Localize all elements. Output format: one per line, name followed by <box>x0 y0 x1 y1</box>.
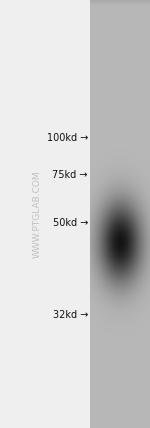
Text: 50kd →: 50kd → <box>53 218 88 228</box>
Text: 32kd →: 32kd → <box>53 310 88 320</box>
Text: WWW.PTGLAB.COM: WWW.PTGLAB.COM <box>33 170 42 258</box>
Text: 75kd →: 75kd → <box>52 170 88 180</box>
Text: 100kd →: 100kd → <box>47 133 88 143</box>
